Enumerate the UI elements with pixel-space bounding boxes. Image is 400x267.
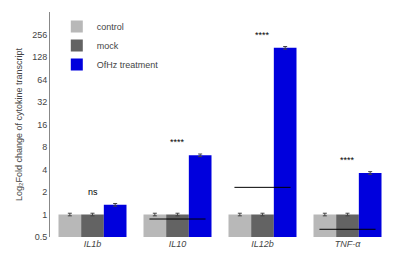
svg-text:256: 256 bbox=[32, 30, 47, 40]
svg-text:TNF-α: TNF-α bbox=[335, 239, 361, 249]
svg-text:128: 128 bbox=[32, 52, 47, 62]
svg-text:64: 64 bbox=[37, 75, 47, 85]
svg-text:****: **** bbox=[170, 137, 185, 147]
svg-text:32: 32 bbox=[37, 97, 47, 107]
svg-text:Log₂Fold change of cytokine tr: Log₂Fold change of cytokine transcript bbox=[14, 47, 24, 201]
svg-text:control: control bbox=[97, 22, 124, 32]
svg-text:2: 2 bbox=[42, 187, 47, 197]
svg-text:16: 16 bbox=[37, 120, 47, 130]
svg-text:mock: mock bbox=[97, 41, 119, 51]
svg-text:8: 8 bbox=[42, 142, 47, 152]
svg-text:****: **** bbox=[255, 30, 270, 40]
svg-text:OfHz treatment: OfHz treatment bbox=[97, 60, 159, 70]
svg-text:****: **** bbox=[340, 155, 355, 165]
svg-text:4: 4 bbox=[42, 165, 47, 175]
svg-text:0.5: 0.5 bbox=[35, 232, 48, 242]
svg-text:1: 1 bbox=[42, 210, 47, 220]
svg-text:IL1b: IL1b bbox=[84, 239, 102, 249]
svg-text:ns: ns bbox=[88, 187, 98, 197]
svg-text:IL12b: IL12b bbox=[251, 239, 274, 249]
svg-text:IL10: IL10 bbox=[169, 239, 187, 249]
